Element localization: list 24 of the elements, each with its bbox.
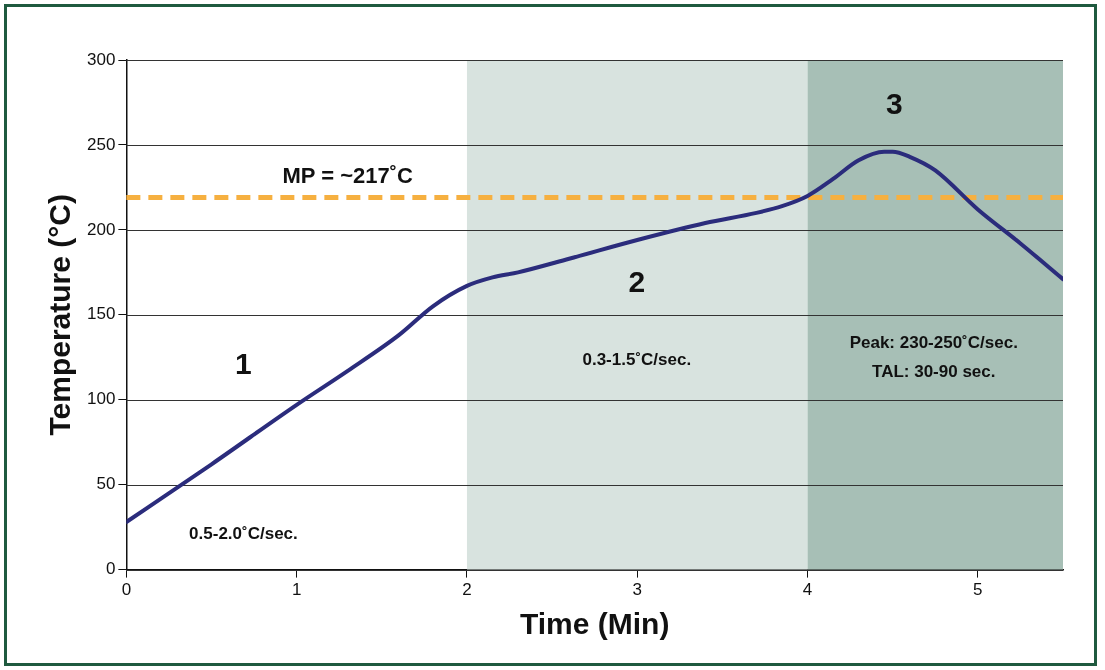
x-axis-title: Time (Min) bbox=[519, 607, 670, 641]
y-tick-label: 0 bbox=[105, 559, 116, 579]
annotation: Peak: 230-250˚C/sec. bbox=[849, 333, 1018, 353]
y-tick-label: 50 bbox=[96, 474, 116, 494]
annotation: 1 bbox=[235, 347, 252, 381]
y-tick-label: 100 bbox=[86, 389, 116, 409]
annotation: 0.5-2.0˚C/sec. bbox=[189, 523, 298, 543]
x-tick-label: 5 bbox=[973, 580, 983, 600]
x-tick-label: 3 bbox=[632, 580, 642, 600]
annotation: 2 bbox=[628, 265, 646, 299]
ref-line-label: MP = ~217˚C bbox=[282, 162, 414, 188]
y-axis-title: Temperature (°C) bbox=[43, 194, 77, 436]
annotation: 0.3-1.5˚C/sec. bbox=[582, 350, 692, 370]
x-tick-label: 0 bbox=[121, 580, 132, 600]
y-tick-label: 250 bbox=[86, 134, 116, 154]
y-tick-label: 300 bbox=[86, 49, 116, 69]
y-tick-label: 200 bbox=[86, 219, 116, 239]
x-tick-label: 2 bbox=[462, 580, 472, 600]
y-tick-label: 150 bbox=[86, 304, 116, 324]
annotation: 3 bbox=[886, 87, 903, 121]
annotation: TAL: 30-90 sec. bbox=[872, 362, 996, 382]
x-tick-label: 4 bbox=[802, 580, 813, 600]
x-tick-label: 1 bbox=[291, 580, 302, 600]
line-series bbox=[126, 149, 1063, 525]
